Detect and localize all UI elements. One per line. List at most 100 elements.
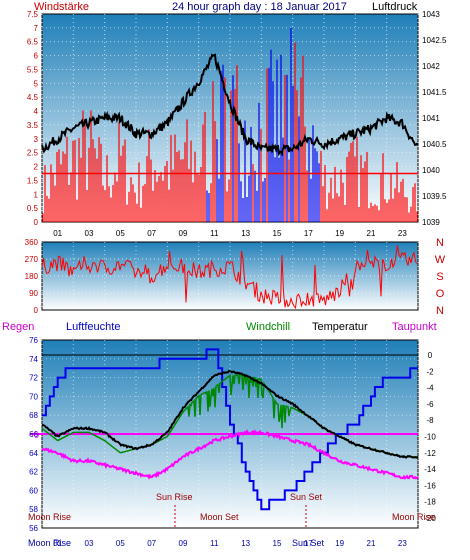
humidity-line (42, 348, 418, 511)
pressure-line (41, 53, 419, 157)
humidity-tick: 56 (29, 524, 38, 533)
hour-label: 05 (116, 539, 125, 548)
temp-tick: -16 (424, 481, 436, 490)
hour-label: 03 (85, 539, 94, 548)
wind-tick: 0.5 (27, 204, 39, 213)
pressure-tick: 1041 (422, 114, 440, 123)
wind-tick: 2.5 (27, 149, 39, 158)
temp-tick: -2 (426, 367, 434, 376)
pressure-tick: 1040 (422, 166, 440, 175)
hour-label: 09 (179, 539, 188, 548)
humidity-tick: 76 (29, 336, 38, 345)
bottom-sun-set-label: Sun Set (292, 538, 325, 548)
temp-tick: 0 (428, 351, 433, 360)
temp-tick: -8 (426, 416, 434, 425)
pressure-tick: 1042.5 (422, 36, 447, 45)
temp-tick: -20 (424, 514, 436, 523)
pressure-tick: 1039 (422, 218, 440, 227)
dewpoint-header: Taupunkt (392, 321, 437, 333)
wind-tick: 4 (34, 107, 39, 116)
hour-label: 23 (398, 539, 407, 548)
moon-rise-left-label: Moon Rise (28, 512, 71, 522)
hour-label: 23 (398, 229, 407, 238)
temp-tick: -18 (424, 498, 436, 507)
dir-tick: 360 (25, 238, 39, 247)
humidity-tick: 74 (29, 355, 38, 364)
moon-rise-right-label: Moon Rise (392, 512, 435, 522)
wind-tick: 7 (34, 24, 39, 33)
hour-label: 01 (53, 539, 62, 548)
hour-label: 21 (367, 229, 376, 238)
hour-label: 11 (210, 539, 219, 548)
humidity-tick: 62 (29, 468, 38, 477)
wind-tick: 7.5 (27, 10, 39, 19)
wind-tick: 5.5 (27, 65, 39, 74)
wind-tick: 5 (34, 79, 39, 88)
pressure-tick: 1043 (422, 10, 440, 19)
hour-label: 13 (241, 229, 250, 238)
compass-letter: S (436, 271, 443, 283)
direction-grid (41, 242, 419, 310)
hour-label: 07 (147, 229, 156, 238)
wind-tick: 6 (34, 52, 39, 61)
wind-tick: 3.5 (27, 121, 39, 130)
humidity-tick: 58 (29, 505, 38, 514)
wind-tick: 6.5 (27, 38, 39, 47)
hour-label: 21 (367, 539, 376, 548)
hour-label: 01 (53, 229, 62, 238)
pressure-tick: 1039.5 (422, 192, 447, 201)
humidity-tick: 66 (29, 430, 38, 439)
humidity-tick: 60 (29, 486, 38, 495)
hour-label: 15 (273, 229, 282, 238)
rain-tick: 0 (34, 430, 39, 440)
pressure-tick: 1042 (422, 62, 440, 71)
hour-label: 17 (304, 229, 313, 238)
wind-axis-label: Windstärke (34, 1, 89, 13)
temp-tick: -14 (424, 465, 436, 474)
wind-axis: 0 0.5 1 1.5 2 2.5 3 3.5 4 4.5 5 5.5 6 6.5 7 7.5 (27, 10, 39, 227)
temperature-line (41, 369, 419, 459)
dir-tick: 90 (29, 289, 38, 298)
wind-direction-line (41, 245, 418, 310)
moon-set-label: Moon Set (200, 512, 239, 522)
temperature-axis: 0 -2 -4 -6 -8 -10 -12 -14 -16 -18 -20 (424, 351, 436, 523)
compass-letter: N (436, 237, 444, 249)
dir-tick: 180 (25, 272, 39, 281)
top-hour-axis: 01 03 05 07 09 11 13 15 17 19 21 23 (53, 229, 407, 238)
temp-tick: -12 (424, 449, 436, 458)
wind-tick: 1.5 (27, 176, 39, 185)
wind-tick: 0 (34, 218, 39, 227)
wind-tick: 1 (34, 190, 39, 199)
hour-label: 17 (304, 539, 313, 548)
bottom-moon-rise-label: Moon Rise (28, 538, 71, 548)
hour-label: 11 (210, 229, 219, 238)
hour-label: 05 (116, 229, 125, 238)
pressure-axis-label: Luftdruck (372, 1, 418, 13)
hour-label: 19 (335, 229, 344, 238)
humidity-header: Luftfeuchte (66, 321, 120, 333)
hour-label: 13 (241, 539, 250, 548)
wind-tick: 4.5 (27, 93, 39, 102)
humidity-tick: 68 (29, 411, 38, 420)
wind-tick: 3 (34, 135, 39, 144)
sun-rise-label: Sun Rise (156, 492, 193, 502)
hour-label: 09 (179, 229, 188, 238)
dir-tick: 270 (25, 255, 39, 264)
hour-label: 19 (335, 539, 344, 548)
temp-tick: -6 (426, 400, 434, 409)
temp-tick: -4 (426, 384, 434, 393)
bottom-hour-axis: 01 03 05 07 09 11 13 15 17 19 21 23 (53, 539, 407, 548)
windchill-header: Windchill (246, 321, 290, 333)
temp-tick: -10 (424, 433, 436, 442)
pressure-tick: 1041.5 (422, 88, 447, 97)
sun-set-label: Sun Set (290, 492, 323, 502)
hour-label: 03 (85, 229, 94, 238)
humidity-tick: 70 (29, 392, 38, 401)
compass-letter: O (436, 288, 445, 300)
hour-label: 15 (273, 539, 282, 548)
compass-letter: N (436, 305, 444, 317)
chart-title: 24 hour graph day : 18 Januar 2017 (172, 1, 347, 13)
